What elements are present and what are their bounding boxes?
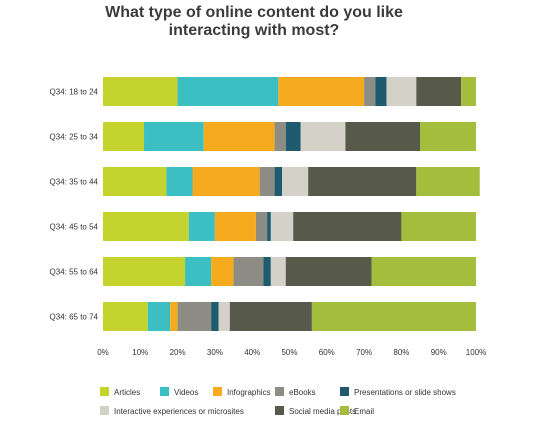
category-label: Q34: 55 to 64 bbox=[50, 268, 99, 277]
bar-segment[interactable] bbox=[274, 167, 283, 196]
legend-swatch bbox=[100, 387, 109, 396]
bar-segment[interactable] bbox=[259, 167, 275, 196]
x-tick-label: 0% bbox=[97, 348, 109, 357]
bar-segment[interactable] bbox=[311, 302, 476, 331]
bar-segment[interactable] bbox=[293, 212, 402, 241]
bar-segment[interactable] bbox=[416, 167, 480, 196]
bar-segment[interactable] bbox=[177, 77, 279, 106]
bar-segment[interactable] bbox=[270, 212, 294, 241]
bar-segment[interactable] bbox=[270, 257, 286, 286]
x-tick-label: 60% bbox=[319, 348, 335, 357]
legend-item[interactable]: Email bbox=[340, 406, 374, 416]
legend-label: Social media posts bbox=[289, 407, 356, 416]
x-tick-label: 70% bbox=[356, 348, 372, 357]
legend-label: Presentations or slide shows bbox=[354, 388, 456, 397]
bar-segment[interactable] bbox=[177, 302, 212, 331]
bar-segment[interactable] bbox=[345, 122, 421, 151]
bar-segment[interactable] bbox=[233, 257, 264, 286]
bar-segment[interactable] bbox=[229, 302, 312, 331]
bar-segment[interactable] bbox=[401, 212, 476, 241]
bar-segment[interactable] bbox=[416, 77, 462, 106]
legend-item[interactable]: Videos bbox=[160, 387, 198, 397]
bar-segment[interactable] bbox=[211, 257, 234, 286]
bar-segment[interactable] bbox=[420, 122, 476, 151]
legend-item[interactable]: Presentations or slide shows bbox=[340, 387, 456, 397]
legend-label: eBooks bbox=[289, 388, 316, 397]
legend: Articles Videos Infographics eBooks Presenta… bbox=[100, 387, 456, 416]
bar-segment[interactable] bbox=[386, 77, 417, 106]
legend-swatch bbox=[213, 387, 222, 396]
bar-segment[interactable] bbox=[214, 212, 256, 241]
x-tick-label: 100% bbox=[466, 348, 486, 357]
category-label: Q34: 35 to 44 bbox=[50, 178, 99, 187]
bar-segment[interactable] bbox=[285, 122, 301, 151]
bar-segment[interactable] bbox=[255, 212, 268, 241]
x-tick-label: 80% bbox=[393, 348, 409, 357]
legend-swatch bbox=[340, 406, 349, 415]
legend-label: Infographics bbox=[227, 388, 271, 397]
x-axis: 0% 10% 20% 30% 40% 50% 60% 70% 80% 90% 100% bbox=[97, 348, 486, 357]
legend-item[interactable]: Infographics bbox=[213, 387, 271, 397]
chart-title-line-1: What type of online content do you like bbox=[105, 4, 403, 21]
category-label: Q34: 25 to 34 bbox=[50, 133, 99, 142]
legend-item[interactable]: Social media posts bbox=[275, 406, 356, 416]
category-label: Q34: 65 to 74 bbox=[50, 313, 99, 322]
legend-swatch bbox=[160, 387, 169, 396]
bar-segment[interactable] bbox=[170, 302, 178, 331]
category-label: Q34: 45 to 54 bbox=[50, 223, 99, 232]
x-tick-label: 10% bbox=[132, 348, 148, 357]
bar-segment[interactable] bbox=[192, 167, 260, 196]
bar-segment[interactable] bbox=[103, 122, 145, 151]
x-tick-label: 20% bbox=[170, 348, 186, 357]
bar-segment[interactable] bbox=[218, 302, 230, 331]
bar-segment[interactable] bbox=[375, 77, 387, 106]
bar-segment[interactable] bbox=[278, 77, 365, 106]
bar-segment[interactable] bbox=[267, 212, 271, 241]
legend-item[interactable]: Interactive experiences or microsites bbox=[100, 406, 244, 416]
bar-segment[interactable] bbox=[364, 77, 376, 106]
chart-title-line-2: interacting with most? bbox=[169, 22, 340, 39]
bar-segment[interactable] bbox=[263, 257, 271, 286]
bar-segment[interactable] bbox=[285, 257, 372, 286]
bar-segment[interactable] bbox=[300, 122, 346, 151]
legend-label: Email bbox=[354, 407, 374, 416]
legend-swatch bbox=[100, 406, 109, 415]
bar-segment[interactable] bbox=[166, 167, 193, 196]
bar-segment[interactable] bbox=[185, 257, 212, 286]
bar-segment[interactable] bbox=[308, 167, 417, 196]
bar-segment[interactable] bbox=[103, 167, 167, 196]
bar-segment[interactable] bbox=[103, 212, 189, 241]
bar-segment[interactable] bbox=[103, 77, 178, 106]
bar-segment[interactable] bbox=[188, 212, 215, 241]
bar-segment[interactable] bbox=[211, 302, 219, 331]
legend-label: Videos bbox=[174, 388, 198, 397]
bar-segment[interactable] bbox=[274, 122, 286, 151]
x-tick-label: 30% bbox=[207, 348, 223, 357]
bar-segment[interactable] bbox=[371, 257, 476, 286]
legend-label: Articles bbox=[114, 388, 140, 397]
x-tick-label: 40% bbox=[244, 348, 260, 357]
bar-segment[interactable] bbox=[282, 167, 309, 196]
category-label: Q34: 18 to 24 bbox=[50, 88, 99, 97]
legend-swatch bbox=[275, 387, 284, 396]
legend-swatch bbox=[275, 406, 284, 415]
x-tick-label: 90% bbox=[431, 348, 447, 357]
legend-item[interactable]: Articles bbox=[100, 387, 140, 397]
bar-segment[interactable] bbox=[103, 257, 186, 286]
bar-segment[interactable] bbox=[461, 77, 476, 106]
bar-segment[interactable] bbox=[103, 302, 148, 331]
legend-swatch bbox=[340, 387, 349, 396]
bar-segment[interactable] bbox=[147, 302, 171, 331]
bar-segment[interactable] bbox=[144, 122, 204, 151]
plot-area: Q34: 18 to 24 Q34: 25 to 34 Q34: 35 to 44 Q… bbox=[50, 77, 480, 331]
x-tick-label: 50% bbox=[281, 348, 297, 357]
legend-label: Interactive experiences or microsites bbox=[114, 407, 244, 416]
legend-item[interactable]: eBooks bbox=[275, 387, 316, 397]
bar-segment[interactable] bbox=[203, 122, 275, 151]
